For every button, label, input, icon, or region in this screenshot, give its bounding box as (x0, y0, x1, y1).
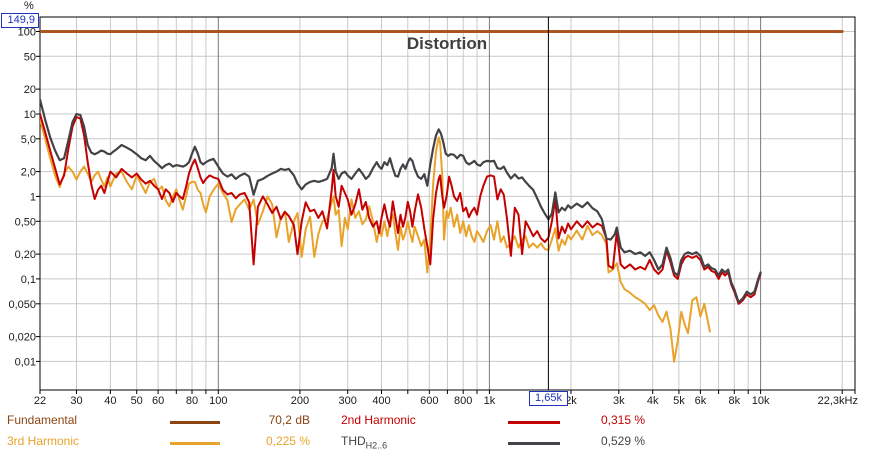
y-tick-label: 0,1 (21, 274, 36, 286)
x-tick-label: 800 (454, 395, 472, 407)
y-tick-label: 0,50 (15, 216, 36, 228)
x-tick-label: 300 (339, 395, 357, 407)
x-tick-label: 6k (695, 395, 707, 407)
y-axis-labels: 100 50 20 10 5,0 2,0 1 0,50 0,20 0,1 0,050 0,020 0,0… (8, 27, 36, 369)
x-tick-label: 40 (104, 395, 116, 407)
y-tick-label: 0,01 (15, 356, 36, 368)
y-tick-label: 20 (24, 84, 36, 96)
x-tick-label: 50 (131, 395, 143, 407)
x-tick-label: 2k (565, 395, 577, 407)
x-tick-label: 80 (186, 395, 198, 407)
legend-label-fundamental: Fundamental (7, 413, 78, 427)
legend-row-2: 3rd Harmonic 0,225 % THDH2..6 0,529 % (0, 431, 869, 451)
axis-ticks (36, 31, 856, 394)
legend-swatch-3rd-harmonic (170, 442, 220, 445)
x-tick-label: 4k (647, 395, 659, 407)
y-tick-label: 0,20 (15, 249, 36, 261)
y-tick-label: 2,0 (21, 167, 36, 179)
thd-subscript: H2..6 (365, 440, 388, 451)
legend-swatch-thd (508, 442, 560, 445)
curve-thd (40, 98, 762, 304)
y-tick-label: 0,050 (8, 299, 36, 311)
y-tick-label: 5,0 (21, 134, 36, 146)
curves (40, 30, 844, 363)
legend-value-2nd-harmonic: 0,315 % (601, 413, 646, 427)
legend-label-3rd-harmonic: 3rd Harmonic (7, 434, 80, 448)
chart-title: Distortion (407, 34, 487, 53)
y-tick-label: 100 (18, 27, 36, 39)
x-tick-label: 5k (673, 395, 685, 407)
x-tick-label: 600 (420, 395, 438, 407)
curve-2nd-harmonic (40, 113, 762, 305)
x-tick-label: 22,3kHz (818, 395, 858, 407)
y-tick-label: 1 (30, 191, 36, 203)
legend-label-thd: THDH2..6 (341, 434, 387, 450)
thd-text: THD (341, 434, 366, 448)
x-tick-label: 100 (209, 395, 227, 407)
legend-value-thd: 0,529 % (601, 434, 646, 448)
cursor-level-readout[interactable]: 149,9 (1, 13, 39, 28)
legend-row-1: Fundamental 70,2 dB 2nd Harmonic 0,315 % (0, 410, 869, 430)
x-axis-labels: 22 30 40 50 60 80 100 200 300 400 600 800 1k 2k 3k 4k 5k… (34, 395, 858, 407)
x-gridlines (76, 17, 843, 390)
legend-value-3rd-harmonic: 0,225 % (265, 434, 310, 448)
x-tick-label: 8k (728, 395, 740, 407)
distortion-chart: 22 30 40 50 60 80 100 200 300 400 600 800 1k 2k 3k 4k 5k… (8, 16, 858, 407)
x-tick-label: 22 (34, 395, 46, 407)
x-tick-label: 30 (70, 395, 82, 407)
y-tick-label: 0,020 (8, 332, 36, 344)
legend-value-fundamental: 70,2 dB (268, 413, 310, 427)
legend-swatch-fundamental (170, 421, 220, 424)
x-tick-label: 60 (152, 395, 164, 407)
cursor-frequency-readout[interactable]: 1,65k (529, 391, 568, 406)
y-tick-label: 50 (24, 51, 36, 63)
x-tick-label: 1k (484, 395, 496, 407)
x-tick-label: 10k (752, 395, 770, 407)
x-tick-label: 200 (291, 395, 309, 407)
y-tick-label: 10 (24, 109, 36, 121)
y-axis-unit-label: % (24, 0, 34, 12)
legend-label-2nd-harmonic: 2nd Harmonic (341, 413, 416, 427)
x-tick-label: 3k (613, 395, 625, 407)
legend-swatch-2nd-harmonic (508, 421, 560, 424)
x-tick-label: 400 (372, 395, 390, 407)
